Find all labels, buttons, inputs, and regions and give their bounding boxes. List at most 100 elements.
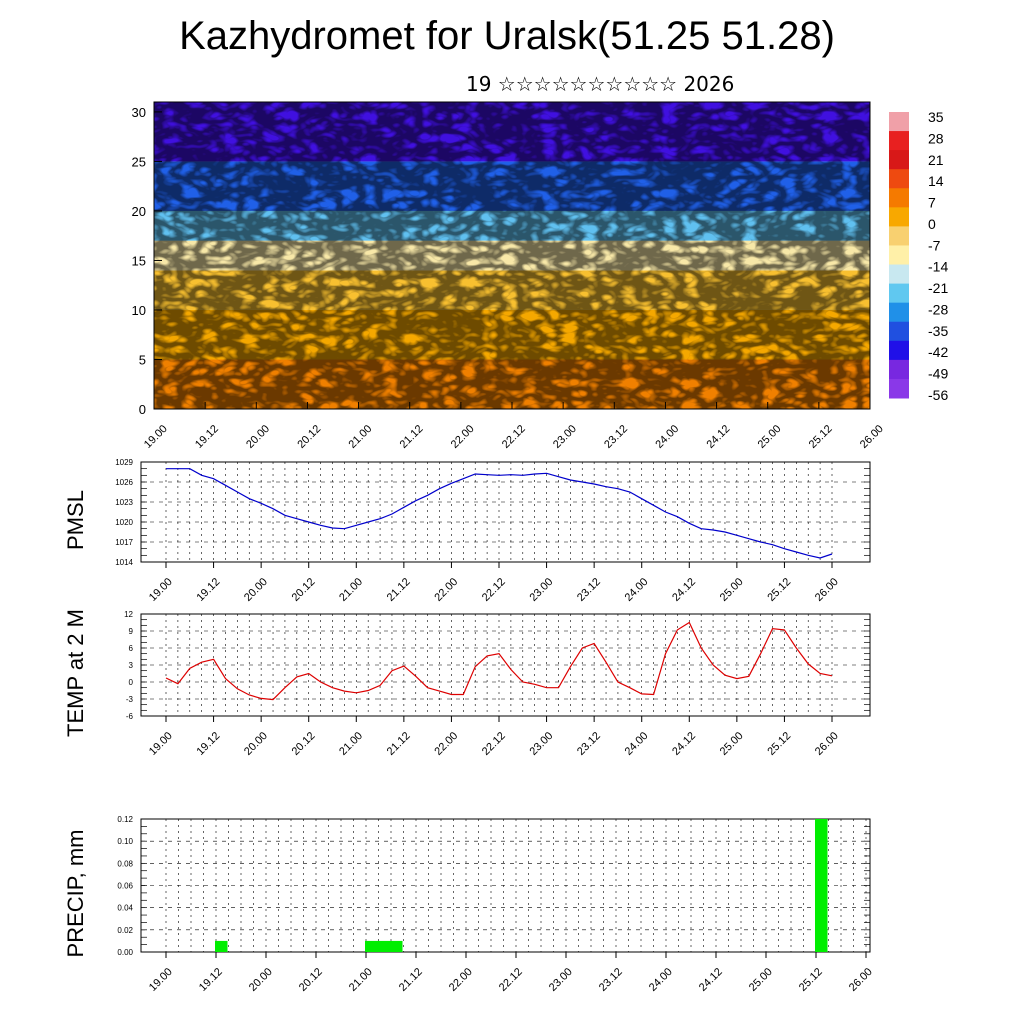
x-tick-label: 20.12 bbox=[297, 966, 325, 994]
x-tick-label: 22.12 bbox=[480, 576, 508, 604]
x-tick-label: 26.00 bbox=[847, 966, 875, 994]
x-tick-label: 22.00 bbox=[447, 966, 475, 994]
y-axis-title: TEMP at 2 M bbox=[63, 609, 88, 737]
y-tick-label: 0.08 bbox=[117, 859, 133, 868]
x-tick-label: 24.12 bbox=[670, 576, 698, 604]
x-tick-label: 26.00 bbox=[813, 730, 841, 758]
colorbar-label: 7 bbox=[928, 195, 936, 211]
precip-bar bbox=[390, 940, 403, 952]
x-tick-label: 21.12 bbox=[385, 576, 413, 604]
y-tick-label: 1017 bbox=[115, 538, 133, 547]
temp-line bbox=[165, 621, 833, 701]
x-tick-label: 20.12 bbox=[290, 576, 318, 604]
colorbar-label: -42 bbox=[928, 344, 948, 360]
x-tick-label: 21.12 bbox=[398, 423, 426, 451]
panel-frame bbox=[140, 461, 871, 563]
x-tick-label: 25.12 bbox=[797, 966, 825, 994]
x-tick-label: 26.00 bbox=[858, 423, 886, 451]
x-tick-label: 20.00 bbox=[242, 576, 270, 604]
y-tick-label: 6 bbox=[129, 644, 134, 653]
colorbar-swatch bbox=[889, 321, 909, 342]
x-tick-label: 23.12 bbox=[602, 423, 630, 451]
colorbar-swatch bbox=[889, 112, 909, 132]
colorbar-label: -7 bbox=[928, 237, 941, 253]
x-tick-label: 25.12 bbox=[807, 423, 835, 451]
y-tick-label: 1023 bbox=[115, 498, 133, 507]
y-tick-label: 0.06 bbox=[117, 882, 133, 891]
colorbar-swatch bbox=[889, 302, 909, 323]
x-tick-label: 19.12 bbox=[193, 423, 221, 451]
x-tick-label: 23.00 bbox=[551, 423, 579, 451]
temp-panel: 12 9 6 3 0 -3 -6 19.00 19.12 20.00 20.12 21.00 21.12… bbox=[63, 609, 871, 758]
x-tick-label: 22.00 bbox=[449, 423, 477, 451]
x-tick-label: 23.00 bbox=[527, 730, 555, 758]
x-tick-label: 21.12 bbox=[385, 730, 413, 758]
x-tick-label: 24.00 bbox=[653, 423, 681, 451]
y-tick-label: 20 bbox=[132, 204, 146, 219]
x-tick-label: 25.00 bbox=[756, 423, 784, 451]
y-tick-label: -3 bbox=[126, 695, 134, 704]
x-tick-label: 25.12 bbox=[765, 576, 793, 604]
x-tick-label: 24.00 bbox=[647, 966, 675, 994]
colorbar-label: -35 bbox=[928, 323, 948, 339]
x-tick-label: 21.00 bbox=[346, 423, 374, 451]
y-tick-label: 0.10 bbox=[117, 837, 133, 846]
colorbar-swatch bbox=[889, 283, 909, 304]
y-tick-label: 0 bbox=[139, 402, 146, 417]
x-tick-label: 24.00 bbox=[623, 576, 651, 604]
y-tick-label: 1020 bbox=[115, 518, 133, 527]
x-tick-label: 19.12 bbox=[194, 576, 222, 604]
y-axis-title: PRECIP, mm bbox=[63, 830, 88, 958]
y-tick-label: 0.04 bbox=[117, 904, 133, 913]
colorbar-swatch bbox=[889, 131, 909, 151]
colorbar-swatch bbox=[889, 226, 909, 246]
wind-barbs-overlay bbox=[154, 102, 870, 409]
precip-bar bbox=[215, 940, 228, 952]
y-tick-label: 5 bbox=[139, 352, 146, 367]
colorbar-swatch bbox=[889, 245, 909, 266]
x-tick-label: 20.12 bbox=[290, 730, 318, 758]
x-tick-label: 21.00 bbox=[347, 966, 375, 994]
colorbar-swatch bbox=[889, 264, 909, 285]
colorbar-label: 14 bbox=[928, 173, 944, 189]
y-tick-label: 12 bbox=[124, 610, 133, 619]
y-tick-label: 10 bbox=[132, 303, 146, 318]
colorbar-label: -28 bbox=[928, 301, 948, 317]
y-tick-label: 0.12 bbox=[117, 815, 133, 824]
precip-bar bbox=[365, 940, 378, 952]
x-tick-label: 19.00 bbox=[147, 730, 175, 758]
colorbar-label: 28 bbox=[928, 130, 944, 146]
precip-panel: 0.12 0.10 0.08 0.06 0.04 0.02 0.00 19.00 19.12 20… bbox=[63, 815, 875, 994]
x-tick-label: 19.00 bbox=[147, 576, 175, 604]
colorbar-label: -56 bbox=[928, 387, 948, 403]
pmsl-line bbox=[166, 468, 833, 559]
chart-title: Kazhydromet for Uralsk(51.25 51.28) bbox=[179, 14, 835, 58]
x-tick-label: 25.00 bbox=[718, 576, 746, 604]
x-tick-label: 19.12 bbox=[194, 730, 222, 758]
colorbar-label: -49 bbox=[928, 366, 948, 382]
y-tick-label: 0.00 bbox=[117, 948, 133, 957]
x-tick-label: 26.00 bbox=[813, 576, 841, 604]
x-tick-label: 22.00 bbox=[432, 576, 460, 604]
colorbar-swatch bbox=[889, 169, 909, 189]
x-tick-label: 22.00 bbox=[432, 730, 460, 758]
x-tick-label: 20.00 bbox=[244, 423, 272, 451]
y-tick-label: 1029 bbox=[115, 458, 133, 467]
x-tick-label: 19.12 bbox=[197, 966, 225, 994]
x-tick-label: 24.12 bbox=[670, 730, 698, 758]
heatmap-area bbox=[154, 102, 870, 409]
y-tick-label: 0.02 bbox=[117, 926, 133, 935]
colorbar-label: 21 bbox=[928, 152, 944, 168]
x-tick-label: 25.12 bbox=[765, 730, 793, 758]
colorbar-swatch bbox=[889, 340, 909, 361]
y-tick-label: 0 bbox=[129, 678, 134, 687]
x-tick-label: 23.12 bbox=[597, 966, 625, 994]
colorbar-label: 35 bbox=[928, 109, 944, 125]
y-tick-label: 3 bbox=[129, 661, 134, 670]
y-tick-label: 30 bbox=[132, 105, 146, 120]
x-tick-label: 21.00 bbox=[337, 730, 365, 758]
y-tick-label: 1014 bbox=[115, 558, 133, 567]
y-tick-label: 1026 bbox=[115, 478, 133, 487]
colorbar-swatch bbox=[889, 378, 909, 399]
x-tick-label: 24.12 bbox=[697, 966, 725, 994]
